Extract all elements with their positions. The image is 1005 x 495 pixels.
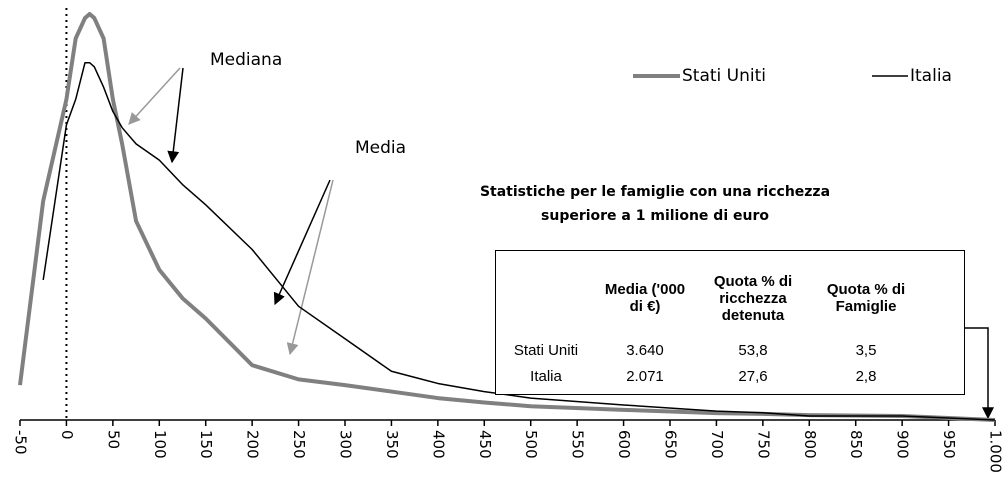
cell: Italia bbox=[530, 367, 562, 385]
x-tick-label: 750 bbox=[754, 430, 772, 459]
cell: 3.640 bbox=[626, 341, 664, 359]
x-tick-label: 800 bbox=[801, 430, 819, 459]
x-tick-label: 0 bbox=[58, 430, 76, 440]
table: Media ('000 di €) Quota % di ricchezza d… bbox=[496, 259, 920, 389]
header-cell: Quota % di Famiglie bbox=[826, 281, 906, 315]
x-tick-label: 250 bbox=[290, 430, 308, 459]
x-tick-label: 50 bbox=[104, 430, 122, 449]
x-tick-label: -50 bbox=[12, 430, 30, 455]
inset-title-line: Statistiche per le famiglie con una ricc… bbox=[479, 184, 831, 200]
arrow bbox=[965, 327, 994, 420]
x-tick-label: 650 bbox=[662, 430, 680, 459]
row: Italia 2.071 27,6 2,8 bbox=[496, 363, 920, 389]
header-cell: Media ('000 di €) bbox=[604, 281, 686, 315]
header-row: Media ('000 di €) Quota % di ricchezza d… bbox=[496, 259, 920, 337]
header-cell bbox=[496, 259, 596, 337]
x-tick-label: 500 bbox=[522, 430, 540, 459]
cell: Stati Uniti bbox=[513, 341, 579, 359]
inset-title-line: superiore a 1 milione di euro bbox=[541, 208, 769, 224]
x-tick-label: 400 bbox=[429, 430, 447, 459]
legend-label: Stati Uniti bbox=[682, 66, 766, 86]
series-line bbox=[42, 61, 996, 421]
x-tick-label: 100 bbox=[151, 430, 169, 459]
cell: 2,8 bbox=[855, 367, 877, 385]
header-cell: Quota % di ricchezza detenuta bbox=[713, 272, 793, 324]
arrow bbox=[128, 67, 181, 125]
arrow bbox=[286, 179, 334, 356]
cell: 3,5 bbox=[855, 341, 877, 359]
x-tick-label: 850 bbox=[847, 430, 865, 459]
legend-label: Italia bbox=[910, 66, 952, 86]
x-tick-label: 300 bbox=[337, 430, 355, 459]
series-line bbox=[18, 12, 996, 422]
x-tick-label: 950 bbox=[940, 430, 958, 459]
x-tick-label: 450 bbox=[476, 430, 494, 459]
row: Stati Uniti 3.640 53,8 3,5 bbox=[496, 337, 920, 363]
arrow bbox=[167, 67, 184, 164]
x-tick-label: 600 bbox=[615, 430, 633, 459]
x-tick-label: 700 bbox=[708, 430, 726, 459]
inset-title: Statistiche per le famiglie con una ricc… bbox=[470, 180, 840, 228]
cell: 53,8 bbox=[738, 341, 768, 359]
x-tick-label: 1.000 bbox=[987, 430, 1005, 473]
x-tick-label: 150 bbox=[197, 430, 215, 459]
x-tick-label: 200 bbox=[244, 430, 262, 459]
inset-table: Media ('000 di €) Quota % di ricchezza d… bbox=[495, 250, 965, 395]
cell: 2.071 bbox=[626, 367, 664, 385]
x-tick-label: 900 bbox=[894, 430, 912, 459]
cell: 27,6 bbox=[738, 367, 768, 385]
x-tick-label: 550 bbox=[569, 430, 587, 459]
annotation: Mediana bbox=[210, 50, 282, 70]
annotation: Media bbox=[355, 138, 406, 158]
x-tick-label: 350 bbox=[383, 430, 401, 459]
arrow bbox=[273, 179, 331, 306]
